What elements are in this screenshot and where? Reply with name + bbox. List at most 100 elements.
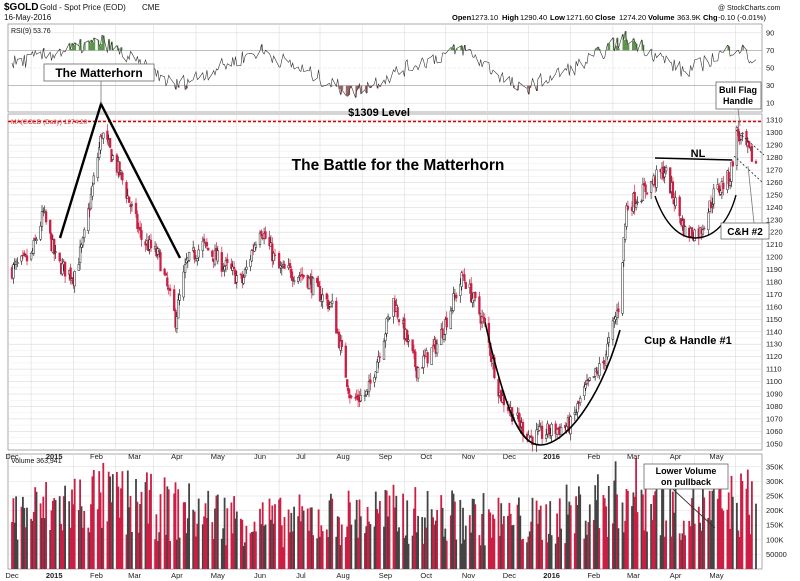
candle bbox=[136, 210, 139, 233]
candle bbox=[531, 436, 534, 452]
candle bbox=[604, 350, 608, 370]
volume-bar bbox=[493, 518, 496, 569]
volume-bar bbox=[135, 479, 137, 569]
volume-bar bbox=[411, 535, 414, 569]
volume-panel: Volume 363,941 350K 300K 250K 200K 150K 100K 5… bbox=[7, 453, 787, 570]
candle bbox=[43, 205, 46, 214]
candle bbox=[207, 247, 210, 251]
candle bbox=[588, 377, 591, 382]
volume-bar bbox=[633, 496, 636, 569]
volume-bar bbox=[622, 532, 625, 569]
volume-bar bbox=[319, 536, 321, 569]
volume-bar bbox=[178, 537, 181, 569]
candle bbox=[633, 184, 636, 215]
volume-bar bbox=[691, 498, 693, 569]
volume-bar bbox=[349, 502, 351, 569]
volume-bar bbox=[207, 490, 210, 569]
rsi-oversold-fill bbox=[175, 85, 544, 98]
candle bbox=[32, 237, 35, 256]
volume-bar bbox=[321, 531, 324, 569]
volume-tick-label: 350K bbox=[766, 462, 784, 471]
volume-bar bbox=[519, 515, 522, 569]
volume-bar bbox=[414, 487, 417, 569]
volume-tick-label: 100K bbox=[766, 535, 784, 544]
volume-bar bbox=[137, 532, 140, 569]
volume-bar bbox=[364, 533, 366, 569]
candle bbox=[478, 291, 481, 316]
volume-bar bbox=[120, 488, 122, 569]
candle bbox=[693, 228, 696, 242]
volume-bar bbox=[241, 519, 244, 569]
volume-bar bbox=[617, 528, 620, 569]
volume-bar bbox=[710, 520, 712, 569]
candle bbox=[249, 255, 252, 272]
x-tick-label: Mar bbox=[627, 452, 640, 461]
volume-bar bbox=[234, 518, 237, 569]
candle bbox=[235, 271, 238, 289]
price-tick-label: 1120 bbox=[766, 352, 782, 361]
volume-bar bbox=[16, 539, 19, 569]
volume-bar bbox=[616, 494, 618, 569]
volume-bar bbox=[586, 534, 588, 569]
volume-bar bbox=[148, 489, 151, 569]
volume-bar bbox=[165, 534, 167, 569]
price-tick-label: 1180 bbox=[766, 278, 782, 287]
volume-bar bbox=[395, 495, 398, 569]
volume-bar bbox=[201, 524, 204, 569]
x-tick-label: Feb bbox=[587, 571, 600, 580]
volume-bar bbox=[79, 479, 81, 569]
volume-bar bbox=[674, 470, 677, 569]
price-tick-label: 1160 bbox=[766, 302, 782, 311]
volume-bar bbox=[128, 507, 131, 569]
candle bbox=[201, 236, 204, 258]
candle bbox=[547, 424, 551, 439]
volume-bar bbox=[535, 500, 538, 569]
candle bbox=[745, 128, 748, 148]
volume-bar bbox=[169, 541, 171, 569]
volume-bar bbox=[737, 530, 740, 569]
candle bbox=[365, 390, 368, 397]
svg-text:1290.40: 1290.40 bbox=[520, 13, 547, 22]
volume-bar bbox=[215, 495, 218, 569]
volume-bar bbox=[490, 537, 493, 569]
volume-bar bbox=[707, 517, 710, 569]
candle bbox=[416, 366, 420, 382]
candle bbox=[21, 250, 25, 260]
candle bbox=[311, 276, 315, 296]
candle bbox=[431, 338, 435, 352]
candle bbox=[555, 428, 559, 438]
candle bbox=[350, 394, 353, 400]
volume-bar bbox=[64, 485, 66, 569]
candle bbox=[655, 165, 658, 192]
volume-bar bbox=[150, 473, 152, 569]
volume-bar bbox=[235, 511, 238, 569]
candle bbox=[280, 261, 283, 276]
volume-bar bbox=[111, 474, 114, 569]
volume-bar bbox=[383, 526, 385, 569]
volume-bar bbox=[35, 491, 38, 569]
candle bbox=[614, 312, 617, 325]
volume-bar bbox=[42, 496, 45, 569]
candle bbox=[574, 409, 578, 416]
volume-bar bbox=[612, 523, 614, 569]
volume-bar bbox=[464, 525, 467, 569]
volume-bar bbox=[13, 522, 16, 569]
volume-bar bbox=[673, 512, 676, 569]
candle bbox=[196, 257, 199, 266]
volume-bar bbox=[527, 536, 530, 569]
candle bbox=[359, 388, 362, 403]
price-tick-label: 1050 bbox=[766, 439, 783, 448]
volume-bar bbox=[588, 504, 591, 569]
chart-title: The Battle for the Matterhorn bbox=[292, 157, 505, 174]
candle bbox=[750, 144, 754, 162]
volume-bar bbox=[565, 484, 568, 569]
x-tick-label: Mar bbox=[128, 571, 141, 580]
candle bbox=[183, 258, 187, 279]
volume-bar bbox=[242, 545, 245, 569]
price-tick-label: 1140 bbox=[766, 327, 782, 336]
price-tick-label: 1110 bbox=[766, 365, 782, 374]
price-tick-label: 1070 bbox=[766, 414, 783, 423]
volume-bar bbox=[474, 504, 477, 569]
volume-bar bbox=[62, 496, 65, 569]
candle bbox=[474, 291, 477, 302]
